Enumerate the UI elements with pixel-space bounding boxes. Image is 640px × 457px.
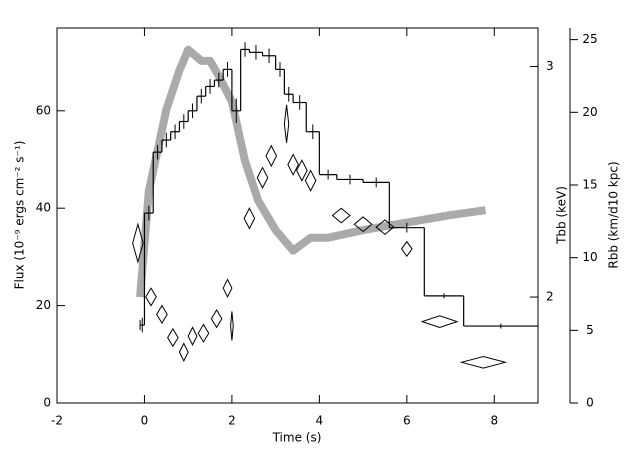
x-tick-label: 4 — [316, 414, 324, 428]
x-tick-label: 6 — [403, 414, 411, 428]
x-tick-label: 0 — [141, 414, 149, 428]
y3-tick-label: 25 — [582, 32, 597, 46]
diamond-marker — [156, 304, 168, 325]
y2-tick-label: 3 — [546, 59, 554, 73]
x-axis-label: Time (s) — [272, 431, 322, 445]
y-axis-label: Flux (10⁻⁹ ergs cm⁻² s⁻¹) — [13, 141, 27, 290]
x-tick-label: 2 — [228, 414, 236, 428]
x-tick-label: -2 — [51, 414, 63, 428]
diamond-marker — [178, 342, 189, 362]
y-tick-label: 40 — [36, 201, 51, 215]
diamond-marker — [197, 323, 210, 343]
diamond-marker — [304, 169, 317, 192]
band-line — [136, 45, 487, 298]
diamond-marker — [210, 309, 223, 329]
y3-axis-label: Rbb (km/d10 kpc) — [607, 161, 621, 268]
diamond-marker — [459, 355, 508, 369]
y2-tick-label: 2 — [546, 290, 554, 304]
x-tick-label: 8 — [490, 414, 498, 428]
diamond-marker — [256, 166, 269, 189]
diamond-marker — [243, 207, 256, 230]
diamond-marker — [420, 315, 459, 328]
y-tick-label: 60 — [36, 103, 51, 117]
diamond-marker — [296, 159, 308, 182]
y3-tick-label: 15 — [582, 177, 597, 191]
y-tick-label: 20 — [36, 298, 51, 312]
y-tick-label: 0 — [43, 396, 51, 410]
y3-tick-label: 10 — [582, 250, 597, 264]
diamond-marker — [187, 326, 198, 346]
y3-tick-label: 5 — [586, 323, 594, 337]
plot-frame — [56, 27, 539, 404]
diamond-marker — [283, 104, 290, 143]
diamond-marker — [400, 240, 413, 258]
diamond-marker — [287, 153, 299, 176]
y3-tick-label: 0 — [586, 396, 594, 410]
diamond-marker — [167, 327, 179, 348]
y3-tick-label: 20 — [582, 105, 597, 119]
diamond-marker — [265, 144, 278, 168]
diamond-marker — [230, 311, 234, 341]
diamond-marker — [222, 278, 233, 299]
y2-axis-label: Tbb (keV) — [555, 186, 569, 245]
diamond-marker — [132, 222, 144, 264]
diamond-marker — [145, 287, 157, 307]
diamond-marker — [353, 216, 373, 233]
diamond-marker — [331, 207, 351, 224]
